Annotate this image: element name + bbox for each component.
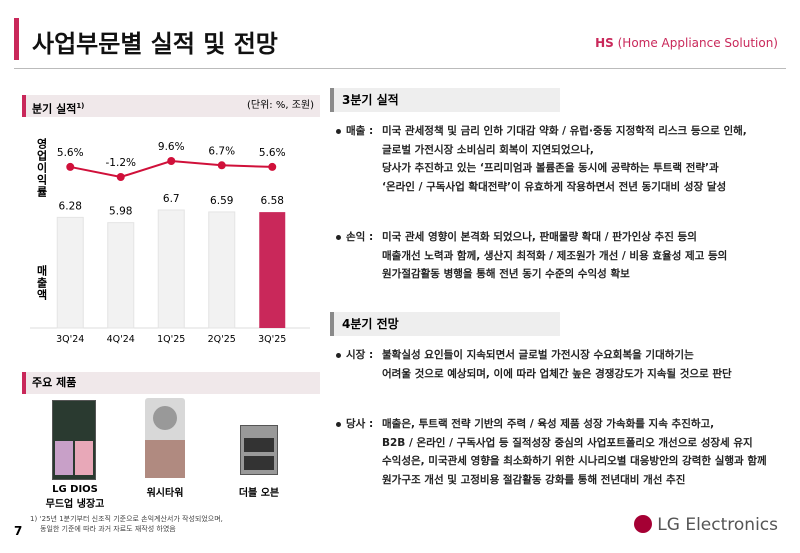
slide-title: 사업부문별 실적 및 전망 <box>32 30 278 58</box>
footnote-line: 동일한 기준에 따라 과거 자료도 재작성 하였음 <box>40 525 176 533</box>
bar <box>107 222 135 329</box>
bullet <box>336 235 341 240</box>
x-tick-label: 4Q'24 <box>107 334 135 345</box>
bar <box>56 216 84 329</box>
page-number: 7 <box>14 524 23 538</box>
x-tick-label: 2Q'25 <box>208 334 236 345</box>
division: HS (Home Appliance Solution) <box>595 36 778 50</box>
bullet-text: 글로벌 가전시장 소비심리 회복이 지연되었으나, <box>382 143 594 156</box>
bullet-text: B2B / 온라인 / 구독사업 등 질적성장 중심의 사업포트폴리오 개선으로… <box>382 436 753 449</box>
bullet-text: 미국 관세 영향이 본격화 되었으나, 판매물량 확대 / 판가인상 추진 등의 <box>382 231 697 243</box>
bar-label: 6.7 <box>163 193 180 205</box>
line-label: 9.6% <box>158 141 185 153</box>
title-bar <box>14 18 19 60</box>
product-line: 무드업 냉장고 <box>45 499 105 510</box>
bar-label: 6.58 <box>261 195 284 207</box>
chart-header: 분기 실적1) (단위: %, 조원) <box>22 95 320 117</box>
bullet-text: 불확실성 요인들이 지속되면서 글로벌 가전시장 수요회복을 기대하기는 <box>382 349 694 361</box>
bullet-text: ‘온라인 / 구독사업 확대전략’이 유효하게 작용하면서 전년 동기대비 성장… <box>382 180 727 193</box>
x-tick-label: 1Q'25 <box>157 334 185 345</box>
bullet-text: 미국 관세정책 및 금리 인하 기대감 약화 / 유럽·중동 지정학적 리스크 … <box>382 125 747 137</box>
footnote-line: 1) ‘25년 1분기부터 신조직 기준으로 손익계산서가 작성되었으며, <box>30 515 223 523</box>
line-label: 5.6% <box>57 147 84 159</box>
bullet <box>336 353 341 358</box>
bullet-text: 매출은, 투트랙 전략 기반의 주력 / 육성 제품 성장 가속화를 지속 추진… <box>382 418 715 430</box>
bullet-label: 매출 : <box>346 125 374 137</box>
bullet-text: 원가구조 개선 및 고정비용 절감활동 강화를 통해 전년대비 개선 추진 <box>382 473 686 486</box>
legend-bar: 매출액 <box>35 265 48 301</box>
line-point <box>268 162 277 171</box>
bullet-label: 당사 : <box>346 418 374 430</box>
division-code: HS <box>595 36 614 50</box>
footnote-marker: 1) <box>76 102 85 110</box>
product-line: LG DIOS <box>52 484 98 495</box>
bullet-label: 손익 : <box>346 231 374 243</box>
bullet-text: 어려울 것으로 예상되며, 이에 따라 업체간 높은 경쟁강도가 지속될 것으로… <box>382 367 732 380</box>
bar-label: 5.98 <box>109 206 132 218</box>
bullet-text: 매출개선 노력과 함께, 생산지 최적화 / 제조원가 개선 / 비용 효율성 … <box>382 249 728 262</box>
product-label: 워시타워 <box>146 488 184 499</box>
bullet <box>336 129 341 134</box>
section-header: 4분기 전망 <box>330 312 560 336</box>
footnote: 1) ‘25년 1분기부터 신조직 기준으로 손익계산서가 작성되었으며, 동일한… <box>30 514 223 534</box>
bar-label: 6.28 <box>59 200 82 212</box>
chart-panel-title: 분기 실적 <box>32 102 77 116</box>
bullet-text: 당사가 추진하고 있는 ‘프리미엄과 볼륨존을 동시에 공략하는 투트랙 전략’… <box>382 162 719 174</box>
line-point <box>217 161 226 170</box>
bar <box>208 211 236 329</box>
bar <box>259 212 286 328</box>
products-header: 주요 제품 <box>22 372 320 394</box>
bar <box>157 209 185 329</box>
product-label: LG DIOS 무드업 냉장고 <box>40 484 110 510</box>
bullet-text: 수익성은, 미국관세 영향을 최소화하기 위한 시나리오별 대응방안의 강력한 … <box>382 455 767 467</box>
legend-line: 영업이익률 <box>35 138 48 198</box>
logo: LG Electronics <box>634 515 778 535</box>
line-point <box>167 157 176 165</box>
division-name: (Home Appliance Solution) <box>617 36 778 50</box>
bullet-text: 원가절감활동 병행을 통해 전년 동기 수준의 수익성 확보 <box>382 268 630 280</box>
chart: 6.28 3Q'24 5.98 4Q'24 6.7 1Q'25 6.59 2Q'25 6.58 3… <box>30 141 310 345</box>
bullet-label: 시장 : <box>346 349 374 361</box>
bar-label: 6.59 <box>210 195 233 207</box>
oven-image <box>240 425 278 475</box>
fridge-image <box>52 400 96 480</box>
line-point <box>116 173 125 181</box>
washtower-image <box>145 398 185 478</box>
bullet <box>336 422 341 427</box>
logo-text: LG Electronics <box>657 515 778 535</box>
section-header: 3분기 실적 <box>330 88 560 112</box>
line-label: 5.6% <box>259 147 286 159</box>
line-label: 6.7% <box>208 145 235 157</box>
divider <box>14 68 786 69</box>
line-label: -1.2% <box>106 157 136 169</box>
x-tick-label: 3Q'24 <box>56 334 84 345</box>
line-point <box>66 162 75 171</box>
unit: (단위: %, 조원) <box>246 100 314 111</box>
x-tick-label: 3Q'25 <box>258 334 286 345</box>
product-label: 더블 오븐 <box>238 488 280 499</box>
